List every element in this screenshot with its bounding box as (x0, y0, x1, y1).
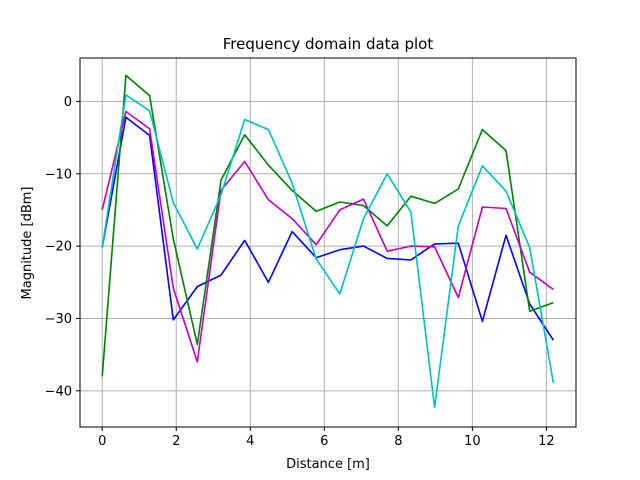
series-line-1 (101, 116, 555, 341)
series-layer (101, 74, 555, 409)
series-line-2 (101, 74, 554, 377)
x-tick-label: 2 (172, 434, 180, 449)
x-tick-label: 4 (246, 434, 254, 449)
chart-title: Frequency domain data plot (223, 35, 434, 53)
x-tick-label: 6 (320, 434, 328, 449)
tick-layer: 0 2 4 6 8 10 12 0 −10 −20 −30 −40 (45, 95, 555, 449)
y-tick-label: 0 (64, 95, 72, 110)
y-axis-label: Magnitude [dBm] (20, 187, 35, 300)
y-tick-label: −10 (45, 167, 72, 182)
x-tick-label: 10 (464, 434, 481, 449)
x-tick-label: 0 (98, 434, 106, 449)
y-tick-label: −30 (45, 312, 72, 327)
y-tick-label: −20 (45, 240, 72, 255)
series-line-3 (101, 110, 554, 363)
y-tick-label: −40 (45, 384, 72, 399)
x-tick-label: 8 (394, 434, 402, 449)
plot-frame (79, 57, 577, 428)
x-axis-label: Distance [m] (286, 457, 370, 472)
x-tick-label: 12 (538, 434, 555, 449)
series-line-4 (101, 94, 555, 409)
